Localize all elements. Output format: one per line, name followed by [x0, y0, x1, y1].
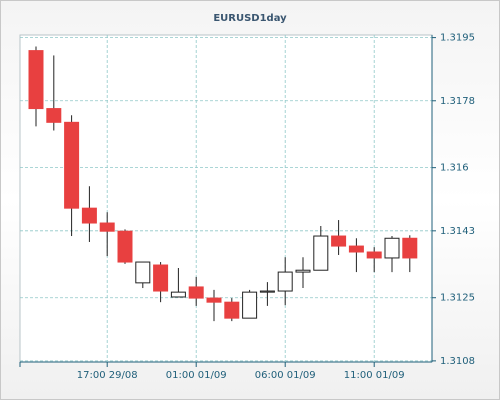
candle-body — [402, 237, 418, 259]
y-tick-label: 1.3108 — [440, 356, 475, 367]
candle-body — [277, 271, 293, 292]
x-tick-label: 17:00 29/08 — [77, 370, 138, 381]
x-tick-label: 11:00 01/09 — [344, 370, 405, 381]
candle-body — [259, 290, 275, 293]
candle-body — [348, 245, 364, 253]
candle-body — [170, 291, 186, 298]
candle-body — [384, 237, 400, 259]
candle-body — [242, 291, 258, 319]
y-tick-label: 1.3195 — [440, 33, 475, 44]
candle-body — [64, 121, 80, 209]
chart-title: EURUSD1day — [213, 13, 287, 24]
y-tick-label: 1.3125 — [440, 293, 475, 304]
y-tick-label: 1.3178 — [440, 96, 475, 107]
candle-body — [117, 230, 133, 263]
candle-body — [206, 297, 222, 303]
candle-body — [313, 235, 329, 271]
candle-body — [295, 269, 311, 273]
candle-body — [153, 264, 169, 292]
y-tick-label: 1.3143 — [440, 226, 475, 237]
x-tick-label: 06:00 01/09 — [255, 370, 316, 381]
candle-body — [46, 108, 62, 123]
candle-body — [99, 222, 115, 232]
candle-body — [366, 251, 382, 259]
candle-body — [188, 286, 204, 299]
candle-body — [135, 261, 151, 284]
y-tick-label: 1.316 — [440, 163, 469, 174]
candle-body — [331, 235, 347, 247]
candle-body — [224, 301, 240, 319]
candle-body — [28, 50, 44, 110]
x-tick-label: 01:00 01/09 — [166, 370, 227, 381]
candle-body — [81, 207, 97, 224]
